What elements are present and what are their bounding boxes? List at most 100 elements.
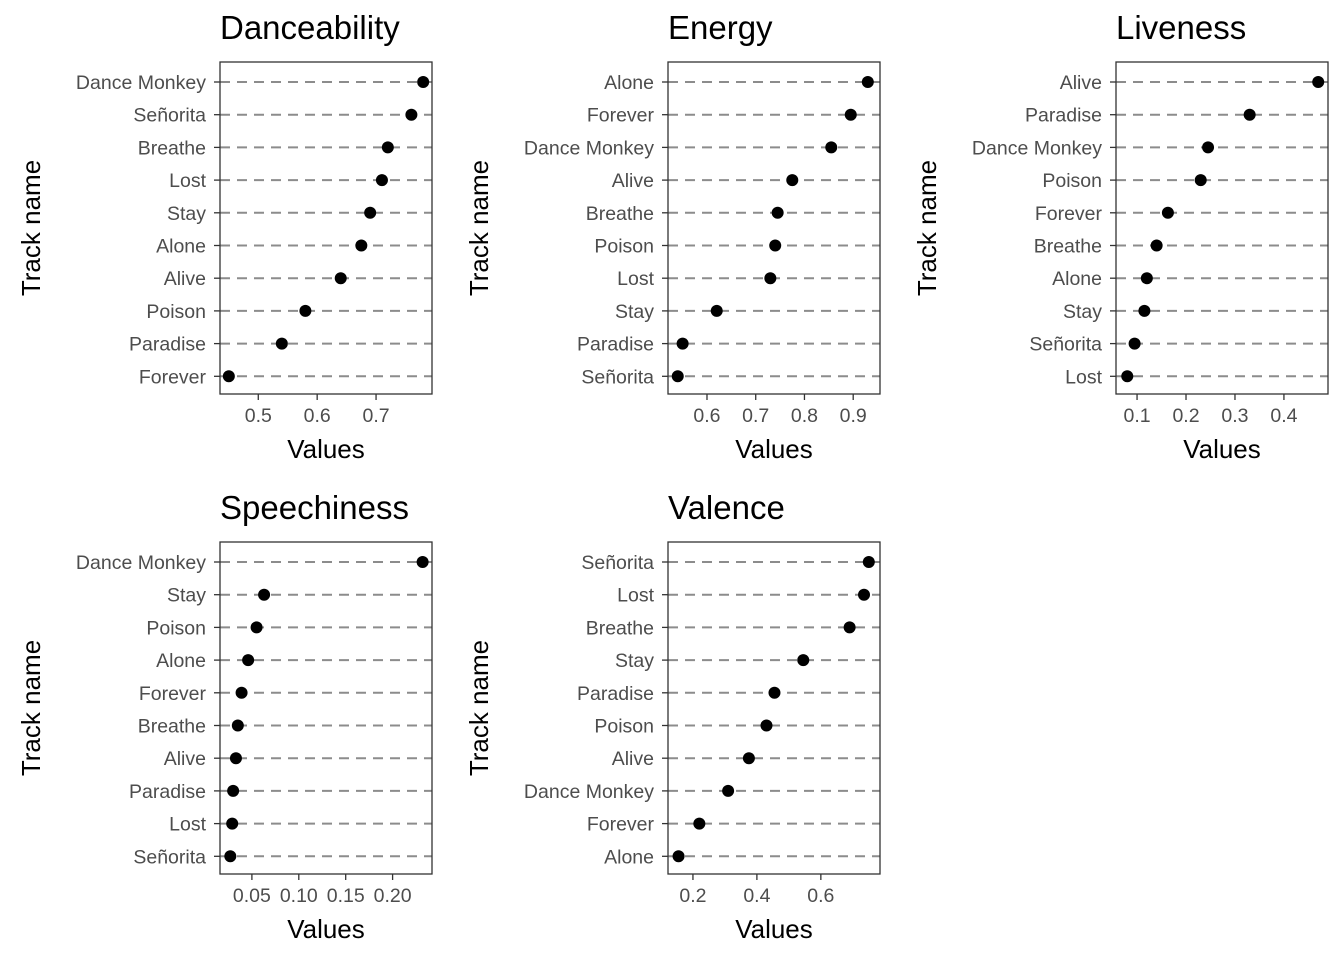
x-tick-label: 0.20 bbox=[374, 885, 412, 907]
data-point bbox=[771, 206, 784, 219]
y-tick-label: Forever bbox=[587, 105, 655, 127]
x-tick-label: 0.3 bbox=[1221, 405, 1248, 427]
data-point bbox=[242, 654, 255, 667]
x-tick-label: 0.10 bbox=[280, 885, 318, 907]
y-tick-label: Señorita bbox=[1029, 334, 1102, 356]
panel-energy: Energy Track name Values Alone Forever Dance … bbox=[464, 9, 881, 464]
data-point bbox=[843, 621, 856, 634]
data-point bbox=[769, 239, 782, 252]
data-point bbox=[722, 784, 735, 797]
x-tick-label: 0.8 bbox=[791, 405, 818, 427]
y-tick-label: Forever bbox=[139, 366, 207, 388]
x-tick-label: 0.4 bbox=[743, 885, 770, 907]
y-tick-label: Paradise bbox=[1025, 105, 1102, 127]
x-axis-title: Values bbox=[287, 434, 365, 464]
y-tick-label: Poison bbox=[146, 617, 206, 639]
panel-title: Energy bbox=[668, 9, 773, 46]
y-tick-label: Stay bbox=[1063, 301, 1102, 323]
data-point bbox=[405, 108, 418, 121]
data-point bbox=[334, 272, 347, 285]
y-tick-label: Lost bbox=[169, 170, 206, 192]
y-axis-title: Track name bbox=[16, 640, 46, 776]
y-tick-label: Lost bbox=[169, 814, 206, 836]
y-tick-label: Alone bbox=[156, 236, 206, 258]
y-tick-label: Señorita bbox=[133, 105, 206, 127]
y-tick-label: Alone bbox=[156, 650, 206, 672]
data-point bbox=[229, 752, 242, 765]
y-tick-label: Stay bbox=[615, 301, 654, 323]
y-tick-label: Alive bbox=[164, 748, 206, 770]
data-point bbox=[364, 206, 377, 219]
data-point bbox=[764, 272, 777, 285]
data-point bbox=[1138, 304, 1151, 317]
x-axis-title: Values bbox=[1183, 434, 1261, 464]
y-tick-label: Stay bbox=[615, 650, 654, 672]
x-tick-label: 0.5 bbox=[245, 405, 272, 427]
y-tick-label: Señorita bbox=[581, 552, 654, 574]
data-point bbox=[1150, 239, 1163, 252]
x-tick-label: 0.9 bbox=[840, 405, 867, 427]
data-point bbox=[862, 556, 875, 568]
panel-valence: Valence Track name Values Señorita Lost Breat… bbox=[464, 489, 881, 944]
y-tick-label: Alone bbox=[604, 72, 654, 94]
y-tick-label: Dance Monkey bbox=[524, 781, 654, 803]
y-tick-label: Breathe bbox=[138, 137, 206, 159]
data-point bbox=[227, 784, 240, 797]
data-point bbox=[355, 239, 368, 252]
y-tick-label: Dance Monkey bbox=[972, 137, 1102, 159]
y-tick-label: Breathe bbox=[138, 716, 206, 738]
y-tick-label: Breathe bbox=[586, 617, 654, 639]
data-point bbox=[1121, 370, 1134, 383]
y-tick-label: Alive bbox=[612, 748, 654, 770]
data-point bbox=[693, 817, 706, 830]
y-tick-label: Forever bbox=[1035, 203, 1103, 225]
x-tick-label: 0.2 bbox=[679, 885, 706, 907]
x-tick-label: 0.05 bbox=[233, 885, 271, 907]
panel-border bbox=[219, 541, 433, 875]
x-tick-label: 0.7 bbox=[742, 405, 769, 427]
data-point bbox=[258, 588, 271, 601]
panel-speechiness: Speechiness Track name Values Dance Monkey S… bbox=[16, 489, 433, 944]
x-tick-label: 0.15 bbox=[327, 885, 365, 907]
x-tick-label: 0.4 bbox=[1270, 405, 1297, 427]
y-tick-label: Alone bbox=[1052, 268, 1102, 290]
data-point bbox=[235, 686, 248, 699]
data-point bbox=[786, 174, 799, 187]
y-tick-label: Alive bbox=[164, 268, 206, 290]
x-tick-label: 0.7 bbox=[363, 405, 390, 427]
data-point bbox=[231, 719, 244, 732]
y-tick-label: Paradise bbox=[577, 334, 654, 356]
data-point bbox=[381, 141, 394, 154]
data-point bbox=[1128, 337, 1141, 350]
x-tick-label: 0.6 bbox=[304, 405, 331, 427]
data-point bbox=[226, 817, 239, 830]
data-point bbox=[375, 174, 388, 187]
y-tick-label: Dance Monkey bbox=[524, 137, 654, 159]
x-tick-label: 0.2 bbox=[1172, 405, 1199, 427]
y-tick-label: Forever bbox=[587, 814, 655, 836]
data-point bbox=[858, 588, 871, 601]
panel-border bbox=[219, 61, 433, 395]
y-tick-label: Breathe bbox=[1034, 236, 1102, 258]
data-point bbox=[1243, 108, 1256, 121]
panel-border bbox=[667, 61, 881, 395]
y-tick-label: Dance Monkey bbox=[76, 72, 206, 94]
data-point bbox=[742, 752, 755, 765]
data-point bbox=[861, 76, 874, 88]
x-axis-title: Values bbox=[287, 914, 365, 944]
panel-title: Speechiness bbox=[220, 489, 409, 526]
data-point bbox=[672, 850, 685, 863]
data-point bbox=[676, 337, 689, 350]
y-axis-title: Track name bbox=[464, 640, 494, 776]
y-tick-label: Breathe bbox=[586, 203, 654, 225]
x-tick-label: 0.6 bbox=[693, 405, 720, 427]
y-tick-label: Lost bbox=[1065, 366, 1102, 388]
data-point bbox=[797, 654, 810, 667]
y-tick-label: Alone bbox=[604, 846, 654, 868]
data-point bbox=[1161, 206, 1174, 219]
y-tick-label: Poison bbox=[1042, 170, 1102, 192]
x-axis-title: Values bbox=[735, 914, 813, 944]
data-point bbox=[1202, 141, 1215, 154]
panel-liveness: Liveness Track name Values Alive Paradise Dan… bbox=[912, 9, 1329, 464]
